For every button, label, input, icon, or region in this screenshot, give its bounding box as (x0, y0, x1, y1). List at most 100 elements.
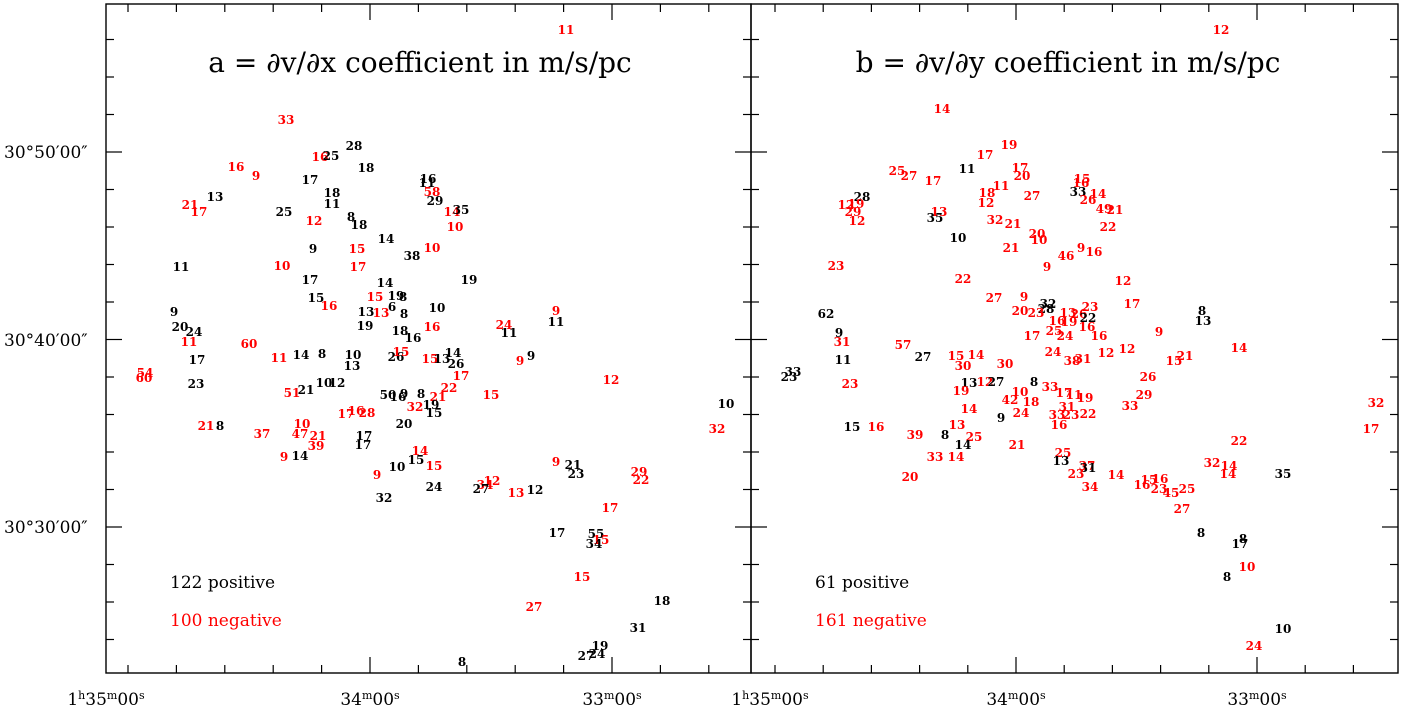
negative-point-label: 20 (1012, 304, 1029, 318)
negative-point-label: 16 (321, 299, 338, 313)
positive-point-label: 21 (565, 458, 582, 472)
negative-point-label: 13 (931, 205, 948, 219)
negative-point-label: 14 (1231, 341, 1248, 355)
positive-point-label: 14 (292, 449, 309, 463)
negative-point-label: 17 (350, 260, 367, 274)
positive-point-label: 8 (458, 655, 466, 669)
negative-point-label: 22 (1100, 220, 1117, 234)
positive-point-label: 27 (915, 350, 932, 364)
positive-point-label: 11 (835, 353, 852, 367)
y-tick-label: 30°40′00″ (4, 331, 88, 351)
positive-point-label: 23 (188, 377, 205, 391)
negative-point-label: 15 (593, 533, 610, 547)
negative-point-label: 33 (1049, 408, 1066, 422)
positive-point-label: 50 (380, 388, 397, 402)
negative-point-label: 38 (1064, 354, 1081, 368)
negative-point-label: 17 (338, 407, 355, 421)
negative-point-label: 32 (709, 422, 726, 436)
negative-point-label: 14 (948, 450, 965, 464)
negative-point-label: 11 (993, 179, 1010, 193)
negative-point-label: 17 (1363, 422, 1380, 436)
positive-point-label: 24 (589, 647, 606, 661)
negative-count-label: 100 negative (170, 611, 282, 631)
negative-point-label: 25 (1179, 482, 1196, 496)
negative-point-label: 12 (306, 214, 323, 228)
negative-point-label: 22 (633, 473, 650, 487)
negative-point-label: 16 (1091, 329, 1108, 343)
negative-point-label: 10 (1012, 385, 1029, 399)
chart-title-2: b = ∂v/∂y coefficient in m/s/pc (856, 46, 1281, 79)
positive-point-label: 10 (950, 231, 967, 245)
positive-point-label: 29 (427, 194, 444, 208)
positive-point-label: 10 (1275, 622, 1292, 636)
positive-point-label: 14 (445, 346, 462, 360)
negative-point-label: 32 (987, 213, 1004, 227)
positive-point-label: 8 (347, 210, 355, 224)
positive-point-label: 35 (453, 203, 470, 217)
negative-point-label: 51 (284, 386, 301, 400)
x-tick-label: 33m00s (1227, 689, 1287, 711)
negative-point-label: 37 (1079, 459, 1096, 473)
negative-point-label: 16 (1049, 314, 1066, 328)
negative-point-label: 16 (424, 320, 441, 334)
x-tick-label: 34m00s (986, 689, 1046, 711)
positive-point-label: 20 (396, 417, 413, 431)
positive-point-label: 18 (324, 186, 341, 200)
positive-point-label: 21 (298, 383, 315, 397)
negative-point-label: 21 (1005, 217, 1022, 231)
negative-point-label: 33 (278, 113, 295, 127)
negative-point-label: 20 (1014, 169, 1031, 183)
negative-point-label: 21 (1177, 349, 1194, 363)
negative-point-label: 21 (430, 390, 447, 404)
x-tick-label: 1h35m00s (67, 689, 145, 711)
negative-point-label: 33 (1122, 399, 1139, 413)
positive-point-label: 22 (1080, 311, 1097, 325)
ticks-2 (751, 4, 1398, 673)
positive-point-label: 13 (434, 352, 451, 366)
negative-point-label: 46 (1058, 249, 1075, 263)
negative-point-label: 16 (312, 150, 329, 164)
chart-title-1: a = ∂v/∂x coefficient in m/s/pc (208, 46, 632, 79)
x-tick-label: 34m00s (340, 689, 400, 711)
negative-point-label: 39 (907, 428, 924, 442)
positive-point-label: 27 (578, 649, 595, 663)
negative-point-label: 11 (558, 23, 575, 37)
positive-point-label: 14 (955, 438, 972, 452)
negative-point-label: 12 (484, 474, 501, 488)
negative-point-label: 34 (1082, 480, 1099, 494)
negative-point-label: 9 (552, 455, 560, 469)
negative-point-label: 20 (1029, 227, 1046, 241)
negative-point-label: 47 (292, 427, 309, 441)
negative-point-label: 23 (1068, 467, 1085, 481)
negative-point-label: 49 (1096, 202, 1113, 216)
negative-point-label: 18 (979, 186, 996, 200)
negative-point-label: 24 (1045, 345, 1062, 359)
positive-point-label: 11 (419, 176, 436, 190)
negative-point-label: 9 (373, 468, 381, 482)
negative-point-label: 32 (1204, 456, 1221, 470)
positive-point-label: 10 (345, 348, 362, 362)
negative-point-label: 16 (348, 404, 365, 418)
negative-point-label: 20 (902, 470, 919, 484)
positive-point-label: 9 (170, 305, 178, 319)
negative-point-label: 29 (631, 465, 648, 479)
negative-point-label: 16 (1073, 176, 1090, 190)
negative-point-label: 16 (1079, 320, 1096, 334)
negative-point-label: 15 (948, 349, 965, 363)
y-tick-label: 30°30′00″ (4, 518, 88, 538)
positive-point-label: 16 (420, 172, 437, 186)
positive-point-label: 8 (318, 347, 326, 361)
negative-point-label: 60 (241, 337, 258, 351)
negative-point-label: 23 (842, 377, 859, 391)
negative-point-label: 31 (1075, 352, 1092, 366)
positive-point-label: 18 (654, 594, 671, 608)
positive-point-label: 13 (358, 305, 375, 319)
positive-point-label: 11 (501, 326, 518, 340)
negative-point-label: 17 (977, 148, 994, 162)
negative-point-label: 9 (552, 304, 560, 318)
negative-point-label: 14 (961, 402, 978, 416)
negative-point-label: 15 (393, 345, 410, 359)
negative-point-label: 25 (966, 430, 983, 444)
negative-point-label: 19 (953, 384, 970, 398)
